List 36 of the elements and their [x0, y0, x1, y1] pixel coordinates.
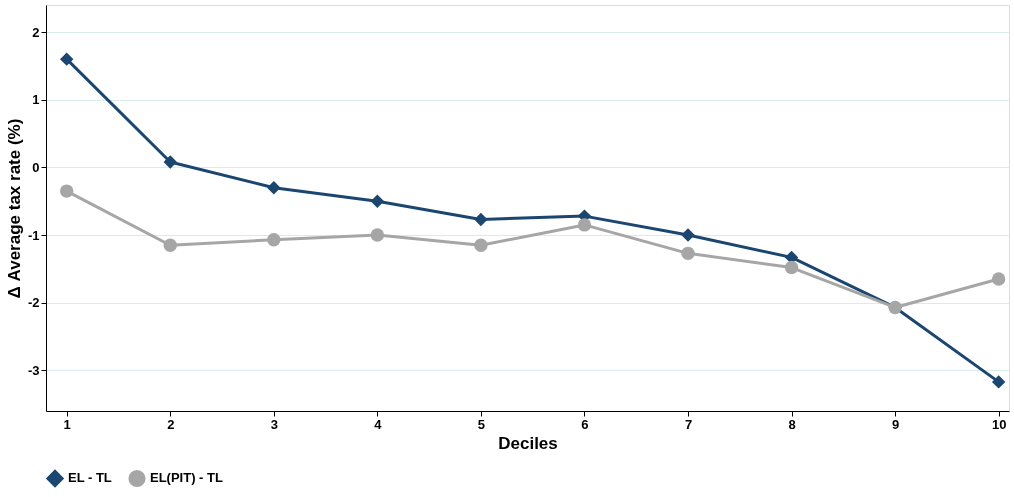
point — [370, 228, 385, 242]
point — [784, 260, 799, 275]
y-tick-label: -2 — [27, 295, 40, 311]
point — [370, 194, 385, 208]
y-axis-title: Δ Average tax rate (%) — [4, 118, 24, 299]
point — [681, 246, 695, 261]
point — [474, 238, 488, 252]
point — [577, 218, 592, 232]
y-tick-label: 2 — [32, 24, 40, 40]
point — [991, 272, 1006, 286]
x-tick-label: 7 — [684, 416, 693, 432]
x-tick-label: 3 — [270, 416, 278, 432]
legend-label: EL - TL — [68, 470, 112, 486]
legend-label: EL(PIT) - TL — [150, 470, 223, 486]
x-tick-label: 8 — [788, 416, 796, 432]
point — [60, 184, 74, 198]
point — [991, 375, 1006, 389]
point — [474, 212, 488, 227]
point — [681, 228, 695, 242]
x-axis-title: Deciles — [498, 433, 558, 453]
point — [163, 155, 177, 169]
point — [60, 52, 74, 66]
point — [267, 180, 281, 195]
x-tick-label: 10 — [991, 416, 1007, 432]
x-tick-label: 6 — [581, 416, 589, 432]
y-tick-label: 1 — [32, 92, 40, 108]
y-tick-label: -1 — [27, 227, 40, 243]
point — [163, 238, 177, 252]
x-tick-label: 2 — [167, 416, 175, 432]
x-tick-label: 5 — [477, 416, 486, 432]
x-tick-label: 1 — [63, 416, 71, 432]
y-tick-label: -3 — [27, 362, 40, 378]
point — [267, 233, 281, 247]
y-tick-label: 0 — [32, 159, 40, 175]
x-tick-label: 4 — [374, 416, 383, 432]
x-tick-label: 9 — [891, 416, 900, 432]
